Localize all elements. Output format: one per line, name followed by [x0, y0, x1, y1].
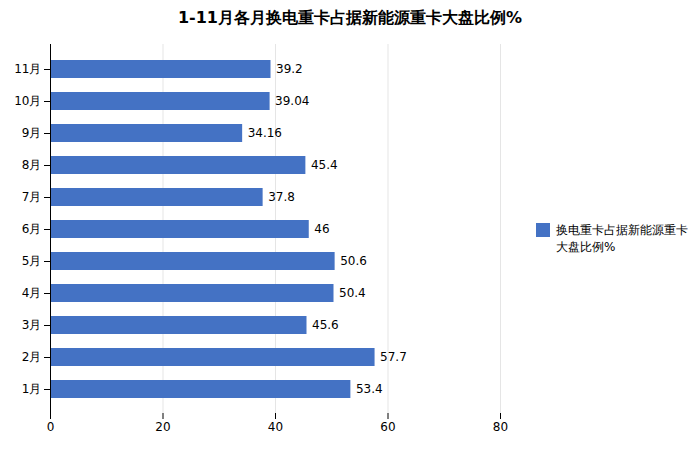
svg-text:8月: 8月: [22, 158, 42, 172]
svg-text:9月: 9月: [22, 126, 42, 140]
svg-text:45.4: 45.4: [311, 158, 338, 172]
svg-text:5月: 5月: [22, 254, 42, 268]
svg-text:80: 80: [493, 420, 508, 434]
svg-text:7月: 7月: [22, 190, 42, 204]
svg-text:11月: 11月: [14, 62, 41, 76]
svg-text:10月: 10月: [14, 94, 41, 108]
svg-text:34.16: 34.16: [248, 126, 282, 140]
svg-text:20: 20: [155, 420, 170, 434]
svg-text:45.6: 45.6: [312, 318, 339, 332]
svg-text:40: 40: [268, 420, 283, 434]
html-text:大盘比例%: 大盘比例%: [556, 239, 616, 254]
svg-text:50.4: 50.4: [339, 286, 366, 300]
svg-text:37.8: 37.8: [268, 190, 295, 204]
svg-text:39.04: 39.04: [275, 94, 309, 108]
svg-text:46: 46: [314, 222, 329, 236]
html-text:换电重卡占据新能源重卡: 换电重卡占据新能源重卡: [556, 222, 688, 237]
svg-text:1月: 1月: [22, 382, 42, 396]
html-text:1-11月各月换电重卡占据新能源重卡大盘比例%: 1-11月各月换电重卡占据新能源重卡大盘比例%: [178, 8, 522, 27]
svg-text:57.7: 57.7: [380, 350, 407, 364]
svg-text:3月: 3月: [22, 318, 42, 332]
svg-text:2月: 2月: [22, 350, 42, 364]
svg-text:4月: 4月: [22, 286, 42, 300]
svg-text:39.2: 39.2: [276, 62, 303, 76]
svg-text:50.6: 50.6: [340, 254, 367, 268]
svg-text:53.4: 53.4: [356, 382, 383, 396]
svg-text:60: 60: [380, 420, 395, 434]
svg-text:0: 0: [47, 420, 55, 434]
svg-text:6月: 6月: [22, 222, 42, 236]
